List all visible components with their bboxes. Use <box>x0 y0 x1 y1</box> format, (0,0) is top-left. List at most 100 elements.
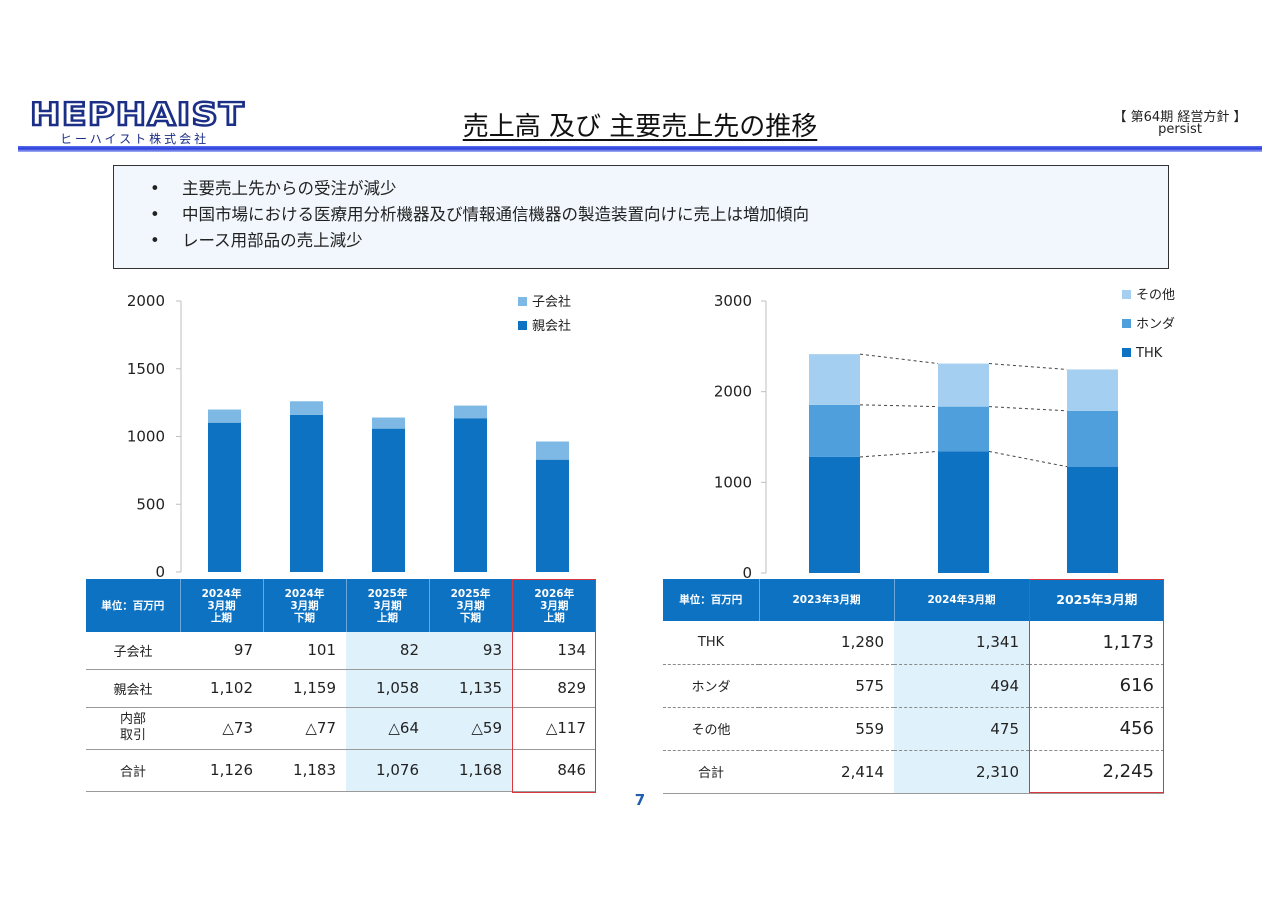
table-cell: 1,159 <box>263 669 346 708</box>
table-cell: 134 <box>512 632 596 670</box>
column-header: 2024年 3月期 上期 <box>180 579 264 632</box>
customer-table: 単位：百万円 2023年3月期 2024年3月期 2025年3月期 THK 1,… <box>663 579 1164 794</box>
column-fy: 3月期 <box>207 599 236 612</box>
column-half: 上期 <box>211 611 232 624</box>
table-cell: 1,183 <box>263 749 346 792</box>
connector-line <box>988 363 1068 370</box>
summary-box: • 主要売上先からの受注が減少 • 中国市場における医療用分析機器及び情報通信機器の… <box>113 165 1169 269</box>
legend-swatch <box>1122 348 1131 357</box>
column-half: 上期 <box>543 611 565 624</box>
connector-line <box>859 404 939 408</box>
bar-segment <box>1067 369 1118 411</box>
bullet-mark: • <box>150 179 160 198</box>
column-year: 2025年 <box>367 587 408 600</box>
bar-segment <box>809 404 860 457</box>
table-row: 内部 取引 △73 △77 △64 △59 △117 <box>86 707 596 750</box>
connector-line <box>859 353 939 365</box>
legend-label: THK <box>1135 346 1163 361</box>
column-header: 2025年 3月期 上期 <box>346 579 430 632</box>
bar-segment <box>536 441 569 460</box>
legend-label: ホンダ <box>1136 317 1175 332</box>
table-cell: 1,102 <box>180 669 263 708</box>
column-header: 2023年3月期 <box>759 579 895 621</box>
row-label: 合計 <box>86 749 180 792</box>
table-cell: 1,280 <box>759 621 894 665</box>
logo-subtitle: ヒーハイスト株式会社 <box>60 132 210 146</box>
column-year: 2025年 <box>450 587 491 600</box>
legend-swatch <box>518 297 527 306</box>
table-row: 親会社 1,102 1,159 1,058 1,135 829 <box>86 669 596 708</box>
bar-segment <box>938 406 989 452</box>
row-label: その他 <box>663 707 759 751</box>
summary-list: • 主要売上先からの受注が減少 • 中国市場における医療用分析機器及び情報通信機器の… <box>114 166 1168 254</box>
hephaist-logo: HEPHAIST <box>29 98 245 134</box>
column-fy: 3月期 <box>373 599 402 612</box>
column-fy: 3月期 <box>540 599 569 612</box>
bar-segment <box>938 451 989 573</box>
bullet-mark: • <box>150 205 160 224</box>
table-row: 合計 2,414 2,310 2,245 <box>663 750 1164 794</box>
bar-segment <box>208 409 241 423</box>
table-header-row: 単位：百万円 2024年 3月期 上期 2024年 3月期 下期 2025年 3月期 上期 … <box>86 579 596 632</box>
y-tick-label: 0 <box>742 564 752 582</box>
column-header: 2024年 3月期 下期 <box>263 579 347 632</box>
table-cell: 1,135 <box>429 669 512 708</box>
bar-segment <box>372 428 405 572</box>
y-tick-label: 1000 <box>714 473 752 491</box>
table-cell: 829 <box>512 669 596 708</box>
y-tick-label: 2000 <box>714 383 752 401</box>
column-year: 2024年 <box>201 587 242 600</box>
summary-item: • レース用部品の売上減少 <box>114 228 1168 254</box>
table-cell: 616 <box>1029 664 1164 708</box>
header-rule <box>18 146 1262 152</box>
current-year-highlight <box>1029 579 1164 793</box>
table-header-row: 単位：百万円 2023年3月期 2024年3月期 2025年3月期 <box>663 579 1164 621</box>
bar-segment <box>454 418 487 572</box>
table-cell: △59 <box>429 707 512 750</box>
table-cell: 2,414 <box>759 750 894 794</box>
column-header: 2024年3月期 <box>894 579 1030 621</box>
table-cell: 101 <box>263 632 346 670</box>
bar-segment <box>809 456 860 573</box>
column-year: 2024年 <box>284 587 325 600</box>
connector-line <box>988 450 1068 468</box>
row-label: 親会社 <box>86 669 180 708</box>
table-cell: 1,173 <box>1029 621 1164 665</box>
bullet-mark: • <box>150 231 160 250</box>
summary-text: レース用部品の売上減少 <box>182 231 363 250</box>
table-row: 合計 1,126 1,183 1,076 1,168 846 <box>86 749 596 792</box>
bar-segment <box>454 405 487 419</box>
table-cell: 1,076 <box>346 749 429 792</box>
unit-label: 単位：百万円 <box>663 579 760 621</box>
row-label-line: 内部 <box>119 712 146 727</box>
column-year: 2026年 <box>534 587 575 600</box>
column-fy: 3月期 <box>456 599 485 612</box>
table-cell: 1,058 <box>346 669 429 708</box>
legend-label: 親会社 <box>532 318 571 334</box>
sales-table: 単位：百万円 2024年 3月期 上期 2024年 3月期 下期 2025年 3月期 上期 … <box>86 579 596 792</box>
table-cell: 1,126 <box>180 749 263 792</box>
row-label: ホンダ <box>663 664 759 708</box>
column-half: 上期 <box>377 611 398 624</box>
table-cell: 456 <box>1029 707 1164 751</box>
summary-item: • 中国市場における医療用分析機器及び情報通信機器の製造装置向けに売上は増加傾向 <box>114 202 1168 228</box>
table-row: THK 1,280 1,341 1,173 <box>663 621 1164 665</box>
connector-line <box>859 450 939 458</box>
column-half: 下期 <box>460 611 481 624</box>
table-cell: 575 <box>759 664 894 708</box>
legend-swatch <box>1122 319 1131 328</box>
summary-item: • 主要売上先からの受注が減少 <box>114 176 1168 202</box>
bar-segment <box>208 422 241 572</box>
table-cell: 846 <box>512 749 596 792</box>
column-half: 下期 <box>294 611 315 624</box>
legend-swatch <box>1122 290 1131 299</box>
logo-text: HEPHAIST <box>30 98 245 133</box>
y-tick-label: 0 <box>155 563 165 581</box>
legend-label: 子会社 <box>532 294 571 310</box>
row-label: 子会社 <box>86 632 180 670</box>
bar-segment <box>809 354 860 405</box>
bar-segment <box>290 414 323 572</box>
table-row: 子会社 97 101 82 93 134 <box>86 632 596 670</box>
row-label-line: 取引 <box>119 728 146 743</box>
